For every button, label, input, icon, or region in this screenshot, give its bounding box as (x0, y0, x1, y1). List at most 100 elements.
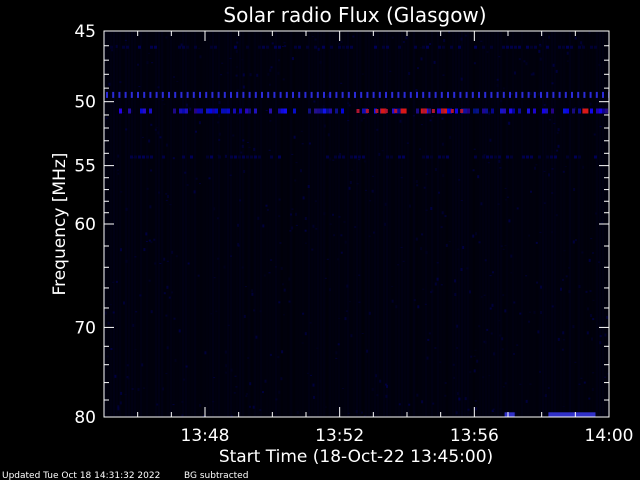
noise-cell (120, 248, 122, 252)
noise-cell (381, 150, 384, 152)
noise-cell (589, 290, 592, 293)
noise-cell (218, 114, 221, 118)
band-segment (459, 91, 462, 98)
noise-column (152, 31, 154, 417)
noise-cell (530, 73, 533, 76)
noise-cell (499, 408, 502, 410)
band-segment (186, 45, 189, 49)
noise-cell (420, 57, 423, 61)
noise-cell (555, 69, 558, 73)
noise-cell (516, 344, 519, 346)
noise-cell (400, 247, 403, 248)
noise-column (503, 31, 505, 417)
noise-cell (217, 154, 220, 156)
noise-cell (582, 165, 585, 169)
noise-cell (400, 177, 403, 179)
band-segment (484, 91, 487, 98)
noise-cell (213, 377, 216, 379)
band-segment (490, 45, 493, 49)
noise-column (191, 31, 193, 417)
noise-cell (405, 36, 408, 40)
noise-cell (489, 307, 492, 310)
band-segment (292, 91, 294, 98)
band-segment (335, 108, 338, 114)
noise-column (377, 31, 379, 417)
band-segment (197, 108, 200, 114)
noise-cell (496, 84, 499, 87)
noise-cell (436, 262, 439, 264)
band-segment (194, 108, 197, 114)
noise-cell (572, 240, 575, 244)
band-segment (298, 45, 301, 49)
noise-cell (335, 357, 338, 359)
heatmap-layer (104, 31, 609, 417)
noise-cell (135, 311, 138, 313)
noise-cell (566, 60, 569, 62)
noise-column (566, 31, 568, 417)
noise-cell (229, 174, 232, 176)
noise-cell (137, 63, 139, 66)
band-segment (562, 45, 565, 49)
band-segment (534, 45, 537, 49)
y-tick-label: 80 (74, 408, 96, 428)
band-segment (582, 45, 585, 49)
noise-column (563, 31, 565, 417)
band-segment (474, 45, 477, 49)
noise-column (254, 31, 256, 417)
noise-cell (217, 90, 220, 92)
noise-cell (513, 353, 515, 355)
noise-column (392, 31, 394, 417)
noise-cell (537, 92, 540, 96)
band-segment (221, 108, 224, 114)
noise-cell (384, 202, 387, 206)
noise-cell (519, 383, 522, 385)
band-segment (314, 45, 317, 49)
band-segment (279, 91, 282, 98)
y-tick-label: 45 (74, 22, 96, 42)
band-segment (440, 91, 443, 98)
noise-cell (500, 100, 503, 102)
noise-cell (241, 144, 244, 148)
noise-cell (480, 40, 483, 42)
noise-cell (529, 383, 532, 385)
noise-column (530, 31, 532, 417)
noise-column (218, 31, 220, 417)
band-segment (242, 155, 245, 159)
noise-column (272, 31, 274, 417)
band-segment (518, 108, 521, 114)
band-segment (246, 45, 249, 49)
noise-cell (291, 226, 294, 230)
noise-column (434, 31, 436, 417)
band-segment (398, 45, 401, 49)
band-segment (262, 45, 265, 49)
band-segment (428, 108, 431, 114)
noise-cell (324, 406, 327, 408)
band-segment (142, 155, 145, 159)
band-segment (230, 155, 233, 159)
noise-cell (265, 204, 268, 207)
noise-cell (174, 358, 177, 362)
noise-cell (458, 397, 461, 401)
noise-cell (478, 325, 481, 328)
band-segment (314, 108, 317, 114)
noise-column (488, 31, 490, 417)
noise-cell (499, 167, 502, 169)
band-segment (298, 91, 301, 98)
band-segment (482, 45, 485, 49)
noise-cell (311, 248, 314, 251)
noise-column (518, 31, 520, 417)
noise-cell (574, 36, 577, 40)
band-segment (566, 108, 569, 114)
noise-cell (235, 66, 238, 68)
band-segment (391, 91, 394, 98)
noise-cell (277, 71, 280, 75)
noise-cell (460, 77, 463, 81)
noise-cell (354, 226, 357, 228)
noise-cell (464, 397, 467, 401)
band-segment (168, 91, 170, 98)
band-segment (334, 155, 337, 159)
noise-column (515, 31, 517, 417)
noise-column (356, 31, 358, 417)
band-segment (278, 155, 281, 159)
band-segment (416, 108, 419, 114)
